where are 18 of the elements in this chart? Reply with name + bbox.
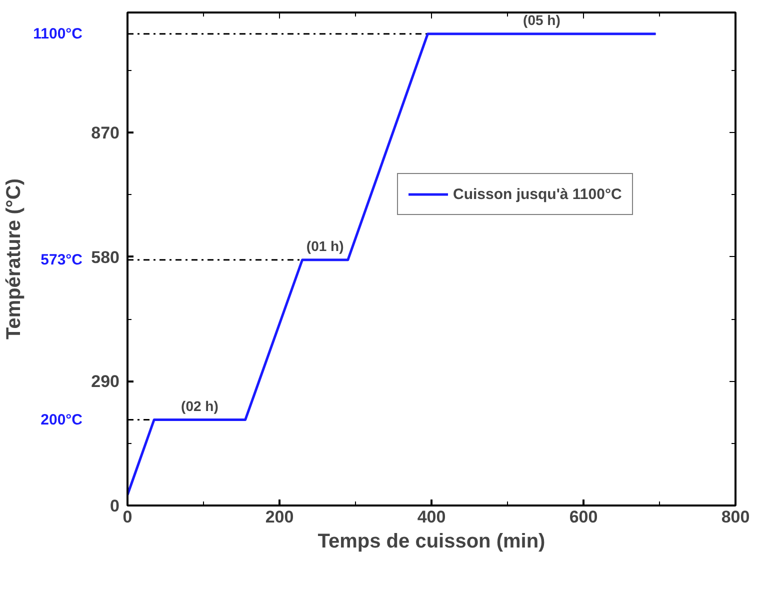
y-axis-title: Température (°C)	[3, 178, 26, 340]
line-series	[128, 32, 657, 496]
x-tick-label: 0	[122, 508, 132, 526]
y-tick-label: 870	[91, 124, 120, 143]
ref-line-label: 1100°C	[33, 25, 83, 42]
ref-line-label: 200°C	[40, 411, 83, 428]
x-tick-label: 600	[569, 508, 598, 526]
annotation: (01 h)	[306, 238, 344, 254]
legend-label: Cuisson jusqu'à 1100°C	[453, 186, 622, 202]
annotation: (02 h)	[181, 398, 218, 414]
x-tick-label: 800	[721, 508, 750, 526]
x-tick-label: 200	[265, 508, 294, 526]
ref-line-label: 573°C	[40, 251, 83, 268]
annotation: (05 h)	[523, 12, 560, 28]
x-axis-title: Temps de cuisson (min)	[318, 530, 546, 552]
y-tick-label: 290	[91, 372, 120, 392]
x-tick-label: 400	[417, 508, 446, 526]
y-tick-label: 580	[91, 248, 120, 267]
